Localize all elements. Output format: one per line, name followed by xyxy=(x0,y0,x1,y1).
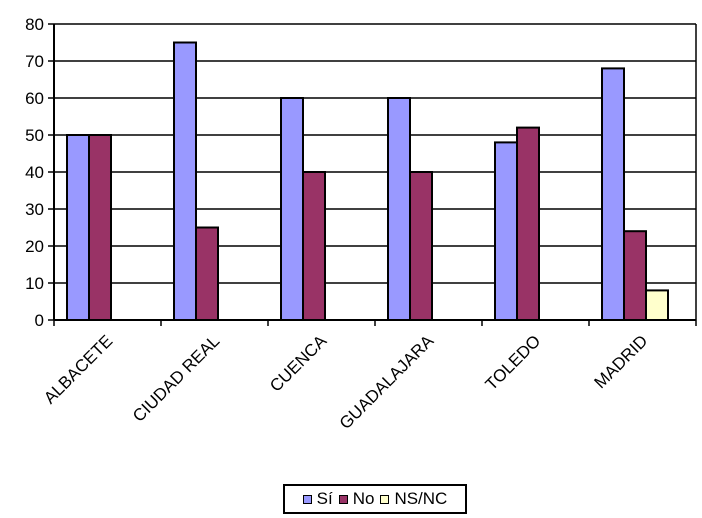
bar-no-albacete xyxy=(88,134,112,321)
y-tick-label: 60 xyxy=(25,89,44,108)
bar-no-cuenca xyxy=(302,171,326,321)
legend-item-nsnc: NS/NC xyxy=(380,489,447,509)
x-axis-labels: ALBACETE CIUDAD REAL CUENCA GUADALAJARA TOLE… xyxy=(40,331,651,433)
bar-s-madrid xyxy=(601,67,625,322)
x-category-label: ALBACETE xyxy=(40,331,116,407)
bar-s-albacete xyxy=(66,134,90,321)
bar-nsnc-madrid xyxy=(645,289,669,321)
x-category-label: TOLEDO xyxy=(482,331,545,394)
bar-no-madrid xyxy=(623,230,647,321)
bar-no-guadalajara xyxy=(409,171,433,321)
y-axis-ticks: 0 10 20 30 40 50 60 70 80 xyxy=(25,15,54,330)
x-category-label: CUENCA xyxy=(266,331,331,396)
legend-swatch-nsnc xyxy=(380,494,390,504)
y-tick-label: 40 xyxy=(25,163,44,182)
bars xyxy=(66,41,669,322)
bar-no-ciudad-real xyxy=(195,226,219,321)
bar-s-ciudad-real xyxy=(173,41,197,321)
y-tick-label: 70 xyxy=(25,52,44,71)
y-tick-label: 20 xyxy=(25,237,44,256)
axes xyxy=(53,24,697,326)
legend-label-nsnc: NS/NC xyxy=(394,489,448,508)
legend-label-no: No xyxy=(352,489,375,508)
legend-label-si: Sí xyxy=(316,489,333,508)
y-tick-label: 10 xyxy=(25,274,44,293)
y-tick-label: 0 xyxy=(35,311,44,330)
y-tick-label: 80 xyxy=(25,15,44,34)
legend-swatch-no xyxy=(338,494,348,504)
x-category-label: GUADALAJARA xyxy=(336,331,438,433)
legend-item-no: No xyxy=(338,489,375,509)
bar-s-guadalajara xyxy=(387,97,411,321)
legend-item-si: Sí xyxy=(302,489,333,509)
bar-s-toledo xyxy=(494,141,518,321)
x-category-label: MADRID xyxy=(590,331,651,392)
legend-swatch-si xyxy=(302,494,312,504)
y-tick-label: 50 xyxy=(25,126,44,145)
bar-chart: 0 10 20 30 40 50 60 70 80 ALBACETE CIUDAD REAL CUE… xyxy=(25,15,697,433)
y-tick-label: 30 xyxy=(25,200,44,219)
bar-no-toledo xyxy=(516,126,540,321)
x-category-label: CIUDAD REAL xyxy=(129,331,223,425)
bar-s-cuenca xyxy=(280,97,304,321)
gridlines xyxy=(54,23,696,321)
legend: Sí No NS/NC xyxy=(283,484,467,514)
